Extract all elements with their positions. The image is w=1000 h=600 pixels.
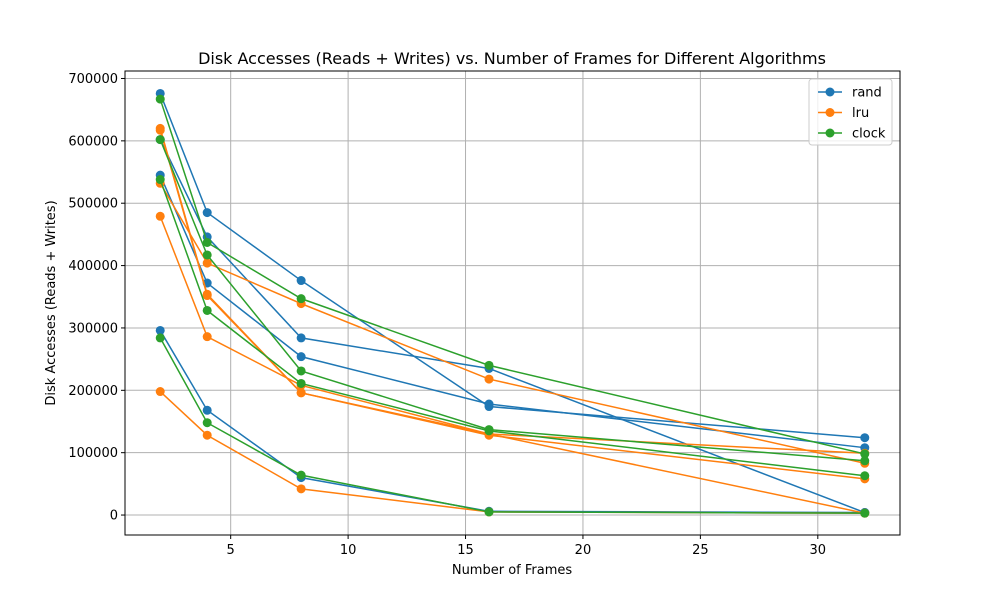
series-clock: [155, 94, 870, 518]
clock-point: [296, 366, 306, 376]
legend-label-clock: clock: [852, 127, 886, 142]
y-tick-label: 200000: [68, 384, 118, 399]
clock-point: [860, 456, 870, 466]
legend-label-lru: lru: [852, 106, 869, 121]
x-tick-label: 15: [457, 543, 474, 558]
y-tick-label: 400000: [68, 259, 118, 274]
x-tick-label: 25: [692, 543, 709, 558]
clock-point: [484, 426, 494, 436]
clock-point: [155, 333, 165, 343]
x-axis-ticks: 5 10 15 20 25 30: [227, 535, 827, 558]
x-axis-label: Number of Frames: [452, 563, 573, 578]
x-tick-label: 30: [810, 543, 827, 558]
x-tick-label: 10: [340, 543, 357, 558]
clock-point: [202, 305, 212, 315]
lru-point: [202, 332, 212, 342]
clock-point: [296, 378, 306, 388]
rand-point: [296, 352, 306, 362]
clock-point: [484, 360, 494, 370]
clock-point: [860, 449, 870, 459]
lru-point: [296, 388, 306, 398]
legend: rand lru clock: [808, 78, 893, 146]
series-lru: [155, 123, 870, 518]
clock-point: [860, 508, 870, 518]
clock-point: [202, 238, 212, 248]
lru-point: [202, 291, 212, 301]
rand-point: [860, 433, 870, 443]
lru-point: [296, 484, 306, 494]
legend-swatch-marker: [825, 128, 835, 138]
clock-point: [484, 507, 494, 517]
clock-point: [202, 418, 212, 428]
legend-label-rand: rand: [852, 86, 882, 101]
clock-point: [860, 471, 870, 481]
legend-swatch-marker: [825, 87, 835, 97]
rand-point: [296, 333, 306, 343]
lru-point: [155, 387, 165, 397]
y-axis-label: Disk Accesses (Reads + Writes): [44, 200, 59, 405]
rand-point: [202, 405, 212, 415]
rand-point: [202, 208, 212, 218]
chart-title: Disk Accesses (Reads + Writes) vs. Numbe…: [198, 49, 826, 68]
y-tick-label: 100000: [68, 446, 118, 461]
x-tick-label: 5: [227, 543, 235, 558]
clock-point: [155, 135, 165, 145]
clock-point: [296, 470, 306, 480]
plot-frame: [124, 70, 901, 536]
y-tick-label: 600000: [68, 134, 118, 149]
lru-point: [155, 125, 165, 135]
clock-point: [155, 94, 165, 104]
legend-swatch-marker: [825, 108, 835, 117]
y-tick-label: 700000: [68, 72, 118, 87]
clock-point: [296, 294, 306, 304]
clock-point: [202, 250, 212, 260]
lru-point: [202, 430, 212, 440]
clock-point: [155, 175, 165, 185]
y-axis-ticks: 0 100000 200000 300000 400000 500000 600000 700…: [68, 72, 125, 524]
lru-point: [155, 211, 165, 221]
grid: [125, 71, 900, 535]
rand-point: [296, 276, 306, 286]
y-tick-label: 500000: [68, 197, 118, 212]
rand-point: [155, 325, 165, 335]
y-tick-label: 300000: [68, 321, 118, 336]
rand-point: [484, 399, 494, 409]
lru-point: [484, 374, 494, 384]
x-tick-label: 20: [575, 543, 592, 558]
y-tick-label: 0: [110, 509, 118, 524]
lru-point: [202, 258, 212, 268]
series-layer: [155, 88, 870, 518]
